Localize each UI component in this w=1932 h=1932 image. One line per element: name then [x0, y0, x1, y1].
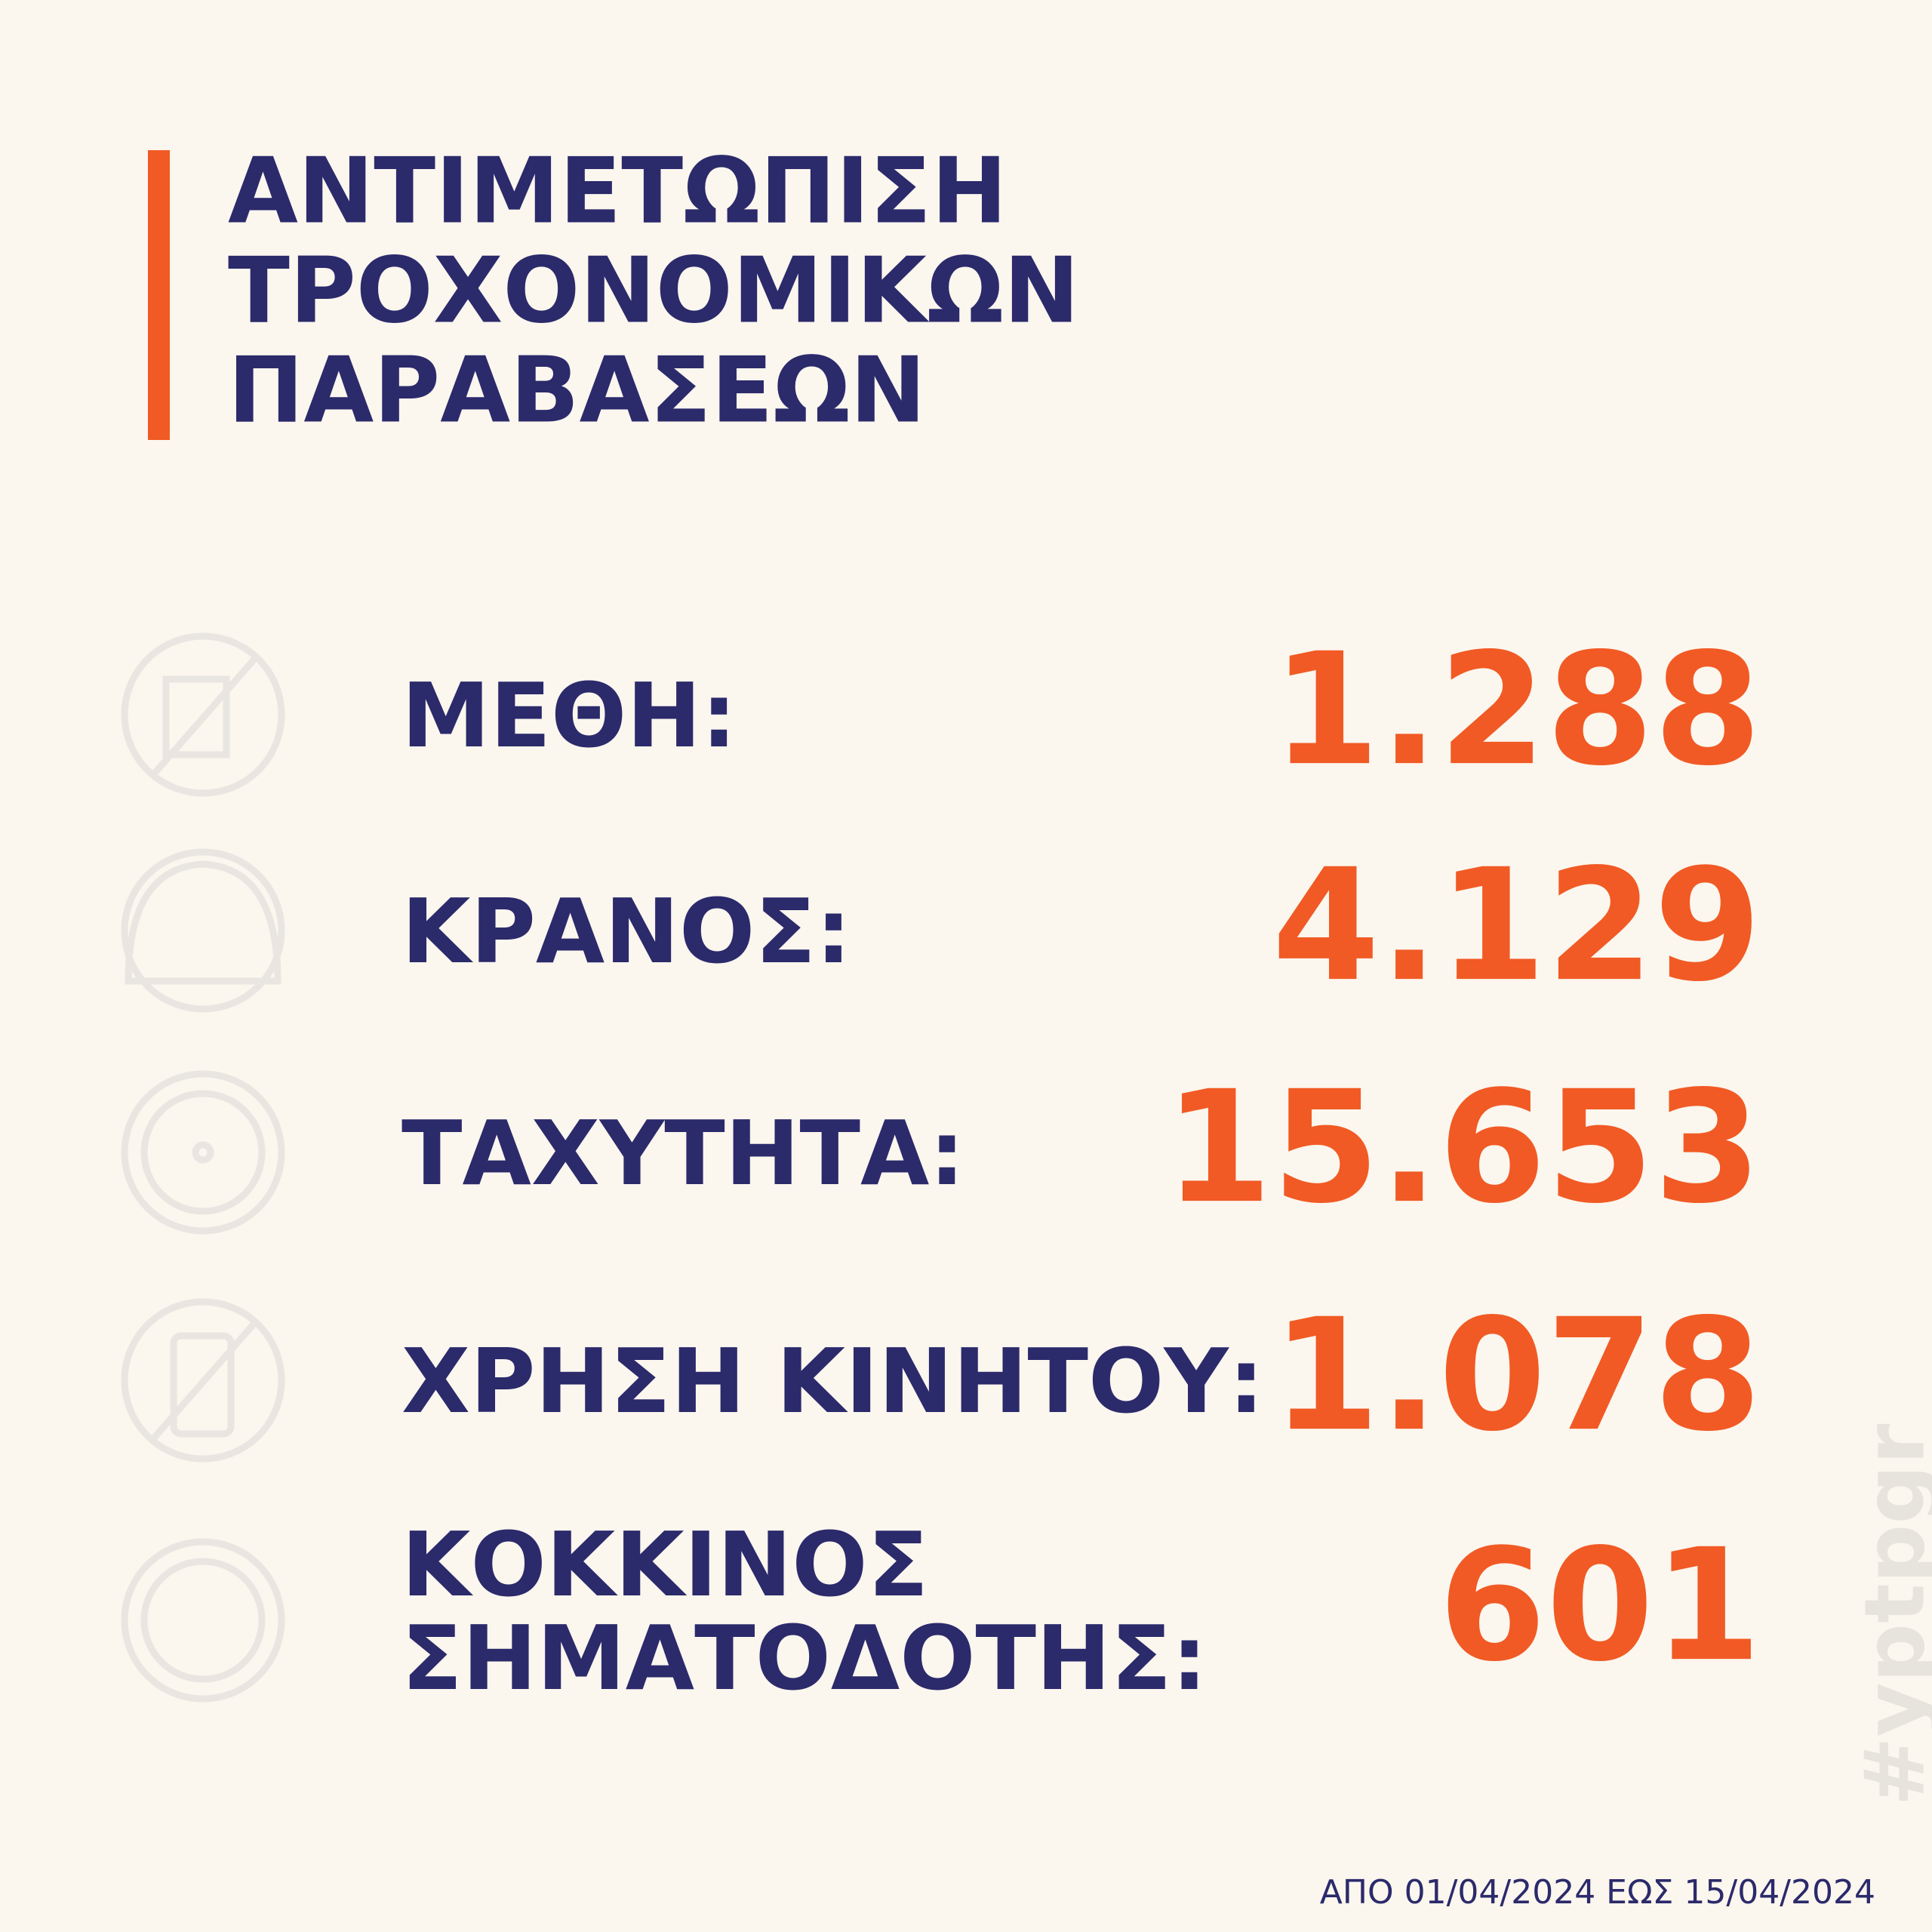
- traffic-light-icon: [121, 1538, 285, 1703]
- item-value: 601: [1438, 1516, 1761, 1696]
- item-label: ΤΑΧΥΤΗΤΑ:: [401, 1101, 965, 1205]
- alcohol-icon: [121, 632, 285, 797]
- alcohol-icon: [148, 654, 260, 780]
- item-label: ΚΟΚΚΙΝΟΣ: [401, 1512, 928, 1617]
- footer-date: ΑΠΟ 01/04/2024 ΕΩΣ 15/04/2024: [1320, 1873, 1875, 1912]
- item-value: 15.653: [1164, 1058, 1761, 1238]
- title-line: ΠΑΡΑΒΑΣΕΩΝ: [228, 339, 926, 444]
- item-label: ΧΡΗΣΗ ΚΙΝΗΤΟΥ:: [401, 1329, 1264, 1433]
- helmet-icon: [121, 848, 285, 1013]
- alcohol-icon: [162, 675, 230, 758]
- item-label: ΚΡΑΝΟΣ:: [401, 879, 851, 983]
- phone-icon: [121, 1298, 285, 1463]
- item-value: 1.288: [1272, 620, 1761, 800]
- title-line: ΑΝΤΙΜΕΤΩΠΙΣΗ: [228, 140, 1008, 245]
- helmet-icon: [125, 860, 281, 985]
- traffic-light-icon: [140, 1558, 266, 1683]
- speed-icon: [140, 1090, 266, 1215]
- speed-icon: [192, 1141, 214, 1164]
- item-value: 4.129: [1272, 836, 1761, 1016]
- watermark: #yptpgr: [1846, 1424, 1932, 1807]
- title-line: ΤΡΟΧΟΝΟΜΙΚΩΝ: [228, 239, 1079, 344]
- accent-bar: [148, 150, 170, 440]
- phone-icon: [148, 1318, 260, 1444]
- item-label: ΜΕΘΗ:: [401, 663, 737, 768]
- speed-icon: [121, 1070, 285, 1235]
- item-label: ΣΗΜΑΤΟΔΟΤΗΣ:: [401, 1606, 1208, 1710]
- phone-icon: [170, 1332, 235, 1438]
- icons: [121, 632, 285, 1703]
- item-value: 1.078: [1272, 1286, 1761, 1466]
